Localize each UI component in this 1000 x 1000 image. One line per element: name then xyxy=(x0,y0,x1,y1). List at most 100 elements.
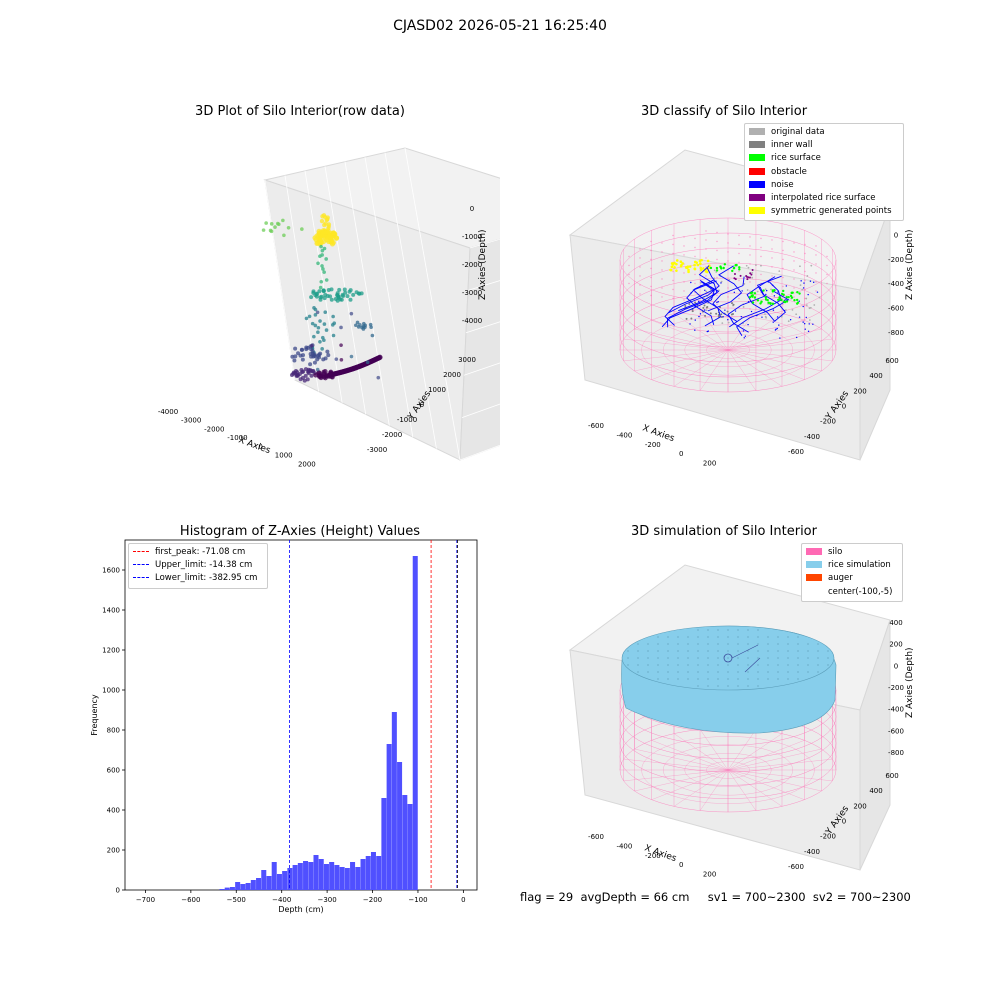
plot1-point xyxy=(319,279,324,284)
plot2-grid-dot xyxy=(683,272,685,274)
plot3-legend-item: Upper_limit: -14.38 cm xyxy=(133,559,263,572)
plot2-point-original xyxy=(801,288,804,291)
plot2-point-rice xyxy=(785,295,788,299)
plot4-mesh-dot xyxy=(637,650,639,652)
plot2-point-symmetric xyxy=(675,269,678,272)
plot2-noise-curve xyxy=(661,281,715,328)
plot2-point-rice xyxy=(782,289,785,293)
plot3-legend-label: Lower_limit: -382.95 cm xyxy=(155,573,258,584)
plot1-point xyxy=(315,367,320,372)
plot2-point-rice xyxy=(753,296,757,299)
plot4-silo-spoke xyxy=(727,758,833,771)
plot4-mesh-dot xyxy=(777,657,779,659)
plot1-point xyxy=(313,307,318,312)
plot1-point xyxy=(328,294,333,299)
plot2-point-rice xyxy=(748,296,752,299)
plot3-bar xyxy=(308,862,314,890)
plot2-point-interp xyxy=(751,269,754,272)
plot1-point xyxy=(365,360,370,365)
plot3-legend-swatch xyxy=(133,551,149,552)
plot2-grid-dot xyxy=(705,248,707,250)
plot1-point xyxy=(326,226,331,231)
plot4-mesh-dot xyxy=(707,657,709,659)
plot1-point xyxy=(311,354,316,359)
plot2-grid-dot xyxy=(793,251,795,253)
plot2-point-rice xyxy=(783,300,787,304)
plot4-mesh-dot xyxy=(717,643,719,645)
plot2-point-noise xyxy=(767,281,769,283)
plot2-point-noise xyxy=(698,315,700,318)
plot1-point xyxy=(337,287,342,292)
plot1-point xyxy=(335,291,340,296)
plot3-y-tick-label: 400 xyxy=(107,807,120,815)
plot4-mesh-dot xyxy=(717,671,719,673)
plot1-point xyxy=(377,354,383,360)
plot2-grid-dot xyxy=(793,269,795,271)
plot4-mesh-dot xyxy=(677,678,679,680)
plot3-bar xyxy=(261,870,267,890)
plot2-z-tick-1: 0 xyxy=(894,231,898,239)
plot4-mesh-dot xyxy=(757,664,759,666)
plot2-point-noise xyxy=(802,305,804,308)
plot2-grid-dot xyxy=(683,254,685,256)
plot2-grid-dot xyxy=(782,267,784,270)
plot4-mesh-dot xyxy=(667,664,669,666)
plot2-point-original xyxy=(809,306,812,309)
plot2-grid-dot xyxy=(716,258,718,261)
plot3-bar xyxy=(287,868,293,890)
plot1-point xyxy=(293,354,298,359)
plot2-silo-spoke xyxy=(634,328,729,351)
plot4-mesh-dot xyxy=(707,650,709,652)
plot4-mesh-dot xyxy=(797,650,799,652)
plot2-point-symmetric xyxy=(679,260,683,263)
plot2-grid-dot xyxy=(650,267,652,270)
plot2-grid-dot xyxy=(727,260,729,262)
plot2-grid-dot xyxy=(749,308,751,310)
plot4-mesh-dot xyxy=(697,671,699,673)
plot2-point-noise xyxy=(807,330,810,332)
plot4-x-label: X Axies xyxy=(643,843,678,864)
plot2-point-noise xyxy=(750,310,753,313)
plot2-y-tick-6: 600 xyxy=(885,357,898,365)
plot2-point-wall xyxy=(685,317,688,320)
plot4-mesh-dot xyxy=(767,650,769,652)
plot2-point-original xyxy=(764,315,767,318)
plot2-point-noise xyxy=(690,292,692,294)
plot1-point xyxy=(329,297,334,302)
plot1-point xyxy=(318,297,323,302)
plot4-y-tick-0: -600 xyxy=(788,863,804,871)
plot1-point xyxy=(363,325,367,330)
plot2-grid-dot xyxy=(782,258,784,261)
plot2-point-noise xyxy=(747,301,750,303)
plot4-mesh-dot xyxy=(757,678,759,680)
plot4-mesh-dot xyxy=(667,657,669,659)
plot1-point xyxy=(343,290,348,295)
plot2-point-symmetric xyxy=(688,265,692,268)
plot3-y-tick-label: 1600 xyxy=(102,567,120,575)
plot1-point xyxy=(326,222,332,227)
plot1-x-tick-6: 2000 xyxy=(298,460,316,468)
plot1-point xyxy=(323,310,328,315)
plot2-point-original xyxy=(764,288,767,291)
plot4-mesh-dot xyxy=(787,671,789,673)
plot1-point xyxy=(322,296,327,301)
plot2-point-noise xyxy=(761,316,763,318)
plot3-bar xyxy=(350,862,356,890)
plot2-y-tick-5: 400 xyxy=(869,372,882,380)
plot2-grid-dot xyxy=(782,285,784,288)
plot4-mesh-dot xyxy=(817,657,819,659)
plot4-mesh-dot xyxy=(757,650,759,652)
plot2-x-tick-0: -600 xyxy=(588,422,604,430)
plot2-silo-spoke xyxy=(623,349,729,362)
plot2-grid-dot xyxy=(672,252,674,255)
plot2-noise-curve xyxy=(746,276,776,322)
plot1-x-tick-7: 3000 xyxy=(321,469,339,470)
plot1-point xyxy=(325,349,330,354)
plot1-point xyxy=(308,351,313,356)
plot1-x-label: X Axies xyxy=(237,435,272,456)
plot3-y-label: Frequency xyxy=(90,694,99,736)
plot2-grid-dot xyxy=(716,240,718,243)
plot3-legend: first_peak: -71.08 cm Upper_limit: -14.38… xyxy=(128,543,268,589)
